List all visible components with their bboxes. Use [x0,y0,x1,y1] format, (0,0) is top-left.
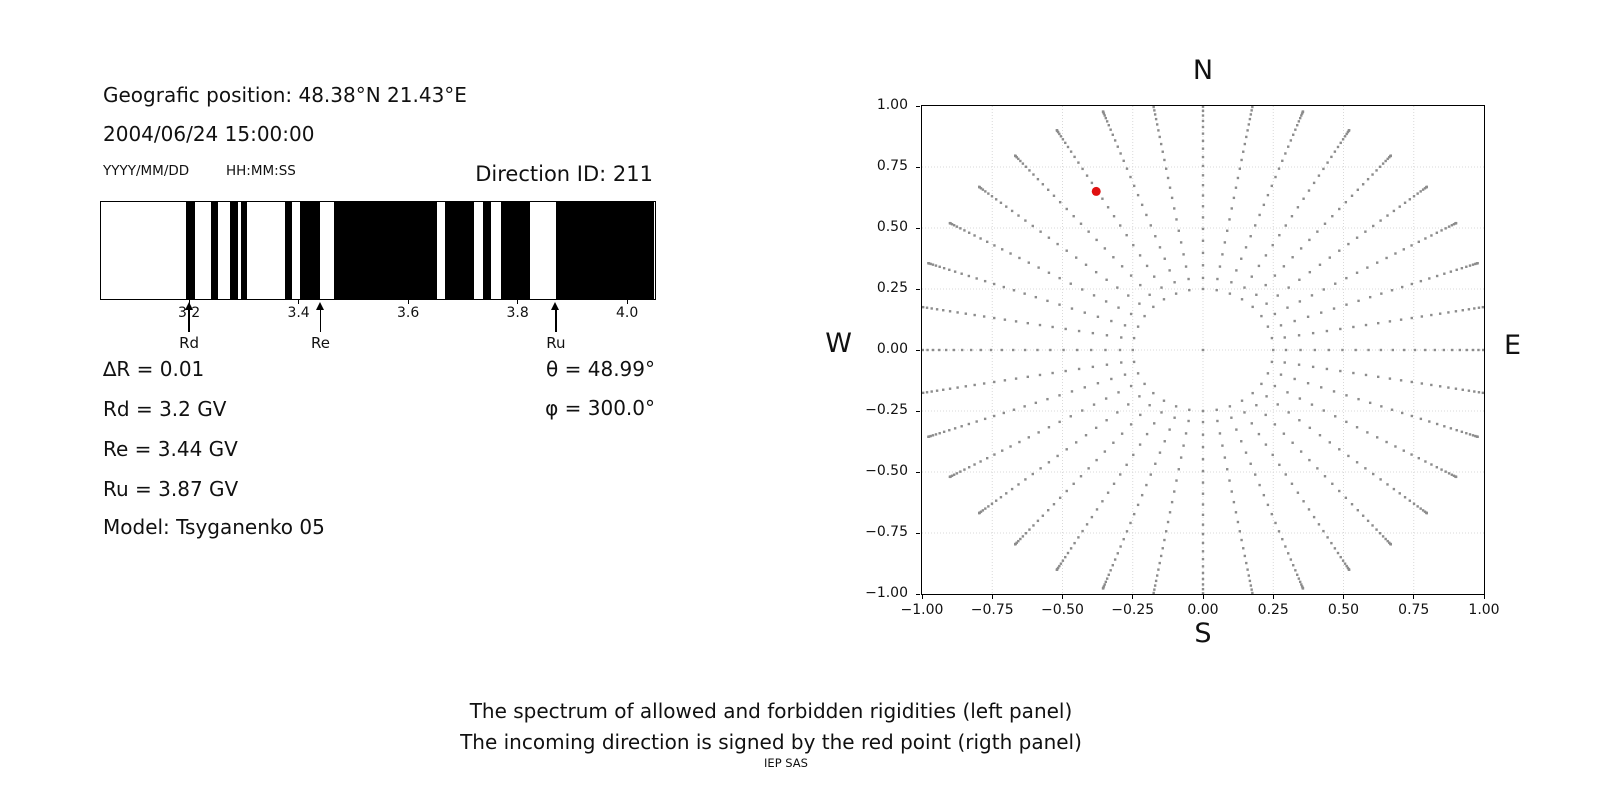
allowed-rigidity-band [210,202,218,299]
y-tick-mark [916,471,920,473]
y-tick-label: −0.25 [865,402,908,418]
y-tick-mark [916,166,920,168]
param-model: Model: Tsyganenko 05 [103,515,325,539]
x-tick-label: 0.25 [1257,602,1289,618]
x-tick-label: 0.00 [1187,602,1219,618]
x-tick-mark [921,595,923,599]
allowed-rigidity-band [230,202,239,299]
param-theta: θ = 48.99° [546,357,655,381]
incoming-direction-point [1091,186,1101,196]
cutoff-arrow-label: Re [311,334,330,352]
spectrum-tick-mark [517,300,519,304]
x-tick-mark [1343,595,1344,599]
allowed-rigidity-band [555,202,654,299]
y-tick-label: −0.50 [865,463,908,479]
y-tick-mark [916,227,920,229]
x-tick-label: −0.25 [1111,602,1155,618]
direction-id: Direction ID: 211 [475,162,653,186]
cutoff-arrow-stem [319,309,322,332]
spectrum-tick-label: 4.0 [615,305,639,321]
spectrum-tick-label: 3.4 [287,305,310,321]
x-tick-label: 1.00 [1468,602,1500,618]
param-rd: Rd = 3.2 GV [103,397,227,421]
time-format-label: HH:MM:SS [226,163,296,179]
cutoff-arrow-stem [188,309,190,332]
x-tick-label: −0.75 [970,602,1014,618]
allowed-rigidity-band [483,202,492,299]
compass-label-east: E [1504,330,1522,361]
y-tick-label: −0.75 [865,524,908,540]
y-tick-mark [916,349,920,351]
allowed-rigidity-band [240,202,248,299]
y-tick-mark [916,105,920,107]
allowed-rigidity-band [300,202,320,299]
x-tick-mark [1413,595,1415,599]
y-tick-label: 0.25 [876,280,908,296]
x-tick-mark [1132,595,1134,599]
y-tick-mark [916,593,920,595]
cutoff-arrow-label: Ru [546,334,566,352]
allowed-rigidity-band [333,202,437,299]
cutoff-arrow-head [184,302,193,310]
param-phi: φ = 300.0° [545,396,655,420]
x-tick-label: 0.50 [1327,602,1360,618]
param-delta-r: ∆R = 0.01 [103,357,205,381]
y-tick-label: −1.00 [865,585,908,601]
x-tick-label: −0.50 [1041,602,1084,618]
y-tick-label: 1.00 [876,97,908,113]
allowed-rigidity-band [501,202,531,299]
param-re: Re = 3.44 GV [103,437,238,461]
direction-plot-canvas [909,95,1497,605]
x-tick-mark [1202,595,1204,599]
x-tick-mark [1483,595,1485,599]
x-tick-label: 0.75 [1398,602,1430,618]
allowed-rigidity-band [186,202,196,299]
allowed-rigidity-band [284,202,293,299]
y-tick-label: 0.00 [876,341,908,357]
x-tick-mark [1062,595,1063,599]
grid-lines [922,106,1484,594]
credit-label: IEP SAS [764,756,808,770]
geographic-position: Geografic position: 48.38°N 21.43°E [103,83,467,107]
param-ru: Ru = 3.87 GV [103,477,239,501]
compass-label-west: W [825,328,852,359]
y-tick-mark [916,288,920,290]
compass-label-north: N [1192,55,1214,86]
x-tick-mark [991,595,993,599]
y-tick-mark [916,532,920,534]
spectrum-tick-label: 3.6 [396,305,420,321]
y-tick-label: 0.75 [876,158,908,174]
x-tick-label: −1.00 [900,602,944,618]
cutoff-arrow-head [316,302,324,310]
date-format-label: YYYY/MM/DD [103,163,190,179]
cutoff-arrow-stem [555,309,557,332]
direction-plot [909,95,1497,605]
caption-line-2: The incoming direction is signed by the … [460,730,1082,754]
y-tick-mark [916,410,920,412]
cutoff-arrow-label: Rd [179,334,200,352]
spectrum-tick-mark [298,300,300,304]
compass-label-south: S [1194,618,1212,649]
rigidity-spectrum-plot [100,201,656,300]
datetime-value: 2004/06/24 15:00:00 [103,122,315,146]
spectrum-tick-label: 3.8 [506,305,529,321]
cutoff-arrow-head [551,302,560,310]
caption-line-1: The spectrum of allowed and forbidden ri… [469,699,1073,723]
x-tick-mark [1272,595,1274,599]
y-tick-label: 0.50 [876,219,908,235]
spectrum-tick-mark [407,300,409,304]
allowed-rigidity-band [445,202,475,299]
spectrum-tick-mark [626,300,628,304]
